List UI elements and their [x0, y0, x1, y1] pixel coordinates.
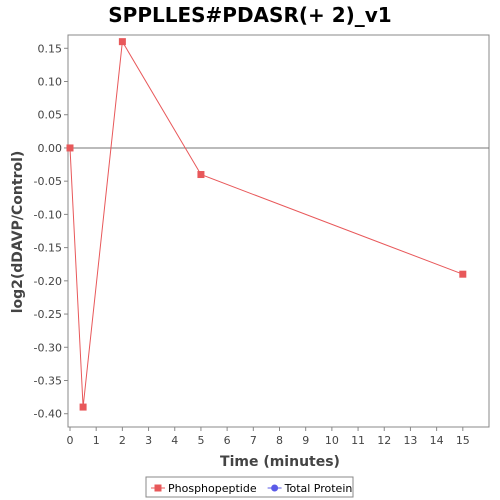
legend-label: Phosphopeptide — [168, 482, 257, 495]
x-tick-label: 2 — [119, 434, 126, 447]
x-tick-label: 11 — [351, 434, 365, 447]
x-tick-label: 7 — [250, 434, 257, 447]
y-tick-label: -0.40 — [34, 408, 62, 421]
chart-title: SPPLLES#PDASR(+ 2)_v1 — [108, 3, 391, 27]
x-tick-label: 13 — [403, 434, 417, 447]
series-layer — [66, 38, 467, 411]
data-point — [79, 403, 87, 411]
y-tick-label: -0.20 — [34, 275, 62, 288]
x-tick-label: 6 — [224, 434, 231, 447]
legend-marker — [154, 484, 162, 492]
plot-area: -0.40 -0.35 -0.30 -0.25 -0.20 -0.15 -0.10 -0.05… — [34, 34, 490, 447]
y-tick-label: -0.35 — [34, 374, 62, 387]
y-axis: -0.40 -0.35 -0.30 -0.25 -0.20 -0.15 -0.10 -0.05… — [34, 42, 68, 421]
x-tick-label: 14 — [430, 434, 444, 447]
x-tick-label: 4 — [171, 434, 178, 447]
x-tick-label: 9 — [302, 434, 309, 447]
data-point — [459, 270, 467, 278]
plot-frame — [67, 34, 490, 428]
y-tick-label: -0.15 — [34, 242, 62, 255]
x-tick-label: 1 — [93, 434, 100, 447]
x-tick-label: 5 — [197, 434, 204, 447]
legend: Phosphopeptide Total Protein — [145, 476, 354, 498]
legend-marker — [271, 484, 279, 492]
x-tick-label: 3 — [145, 434, 152, 447]
data-point — [66, 144, 74, 152]
legend-box — [145, 476, 354, 498]
series-line — [69, 40, 463, 408]
legend-label: Total Protein — [284, 482, 353, 495]
y-tick-label: -0.10 — [34, 208, 62, 221]
x-tick-label: 0 — [67, 434, 74, 447]
data-point — [197, 171, 205, 179]
x-tick-label: 15 — [456, 434, 470, 447]
x-axis-title: Time (minutes) — [220, 454, 340, 470]
data-point — [118, 38, 126, 46]
y-tick-label: -0.05 — [34, 175, 62, 188]
y-tick-label: -0.25 — [34, 308, 62, 321]
x-tick-label: 12 — [377, 434, 391, 447]
x-tick-label: 8 — [276, 434, 283, 447]
y-axis-title: log2(dDAVP/Control) — [10, 151, 26, 314]
y-tick-label: 0.05 — [38, 109, 63, 122]
y-tick-label: 0.00 — [38, 142, 63, 155]
x-axis: 0 1 2 3 4 5 6 7 8 9 10 11 12 13 14 15 — [67, 427, 470, 447]
x-tick-label: 10 — [325, 434, 339, 447]
y-tick-label: 0.10 — [38, 76, 63, 89]
y-tick-label: -0.30 — [34, 341, 62, 354]
y-tick-label: 0.15 — [38, 42, 63, 55]
